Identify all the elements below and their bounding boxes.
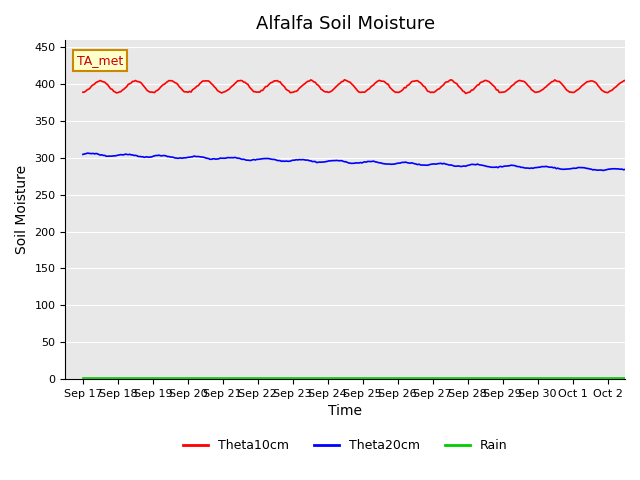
Rain xyxy=(561,376,569,382)
Text: TA_met: TA_met xyxy=(77,54,123,67)
Theta10cm xyxy=(639,90,640,96)
Theta10cm xyxy=(98,78,106,84)
Rain xyxy=(639,376,640,382)
Theta20cm xyxy=(83,150,91,156)
Theta20cm xyxy=(628,168,636,174)
Theta20cm xyxy=(79,152,87,157)
Theta10cm xyxy=(481,78,488,84)
Theta20cm xyxy=(637,168,640,174)
Theta10cm xyxy=(340,77,348,83)
Rain xyxy=(367,376,374,382)
Line: Theta10cm: Theta10cm xyxy=(83,80,640,94)
Theta10cm xyxy=(462,91,470,96)
Theta10cm xyxy=(116,89,124,95)
Line: Theta20cm: Theta20cm xyxy=(83,153,640,171)
Theta10cm xyxy=(79,89,87,95)
Theta20cm xyxy=(369,158,376,164)
Rain xyxy=(79,376,87,382)
X-axis label: Time: Time xyxy=(328,404,362,418)
Title: Alfalfa Soil Moisture: Alfalfa Soil Moisture xyxy=(255,15,435,33)
Theta10cm xyxy=(369,83,376,89)
Legend: Theta10cm, Theta20cm, Rain: Theta10cm, Theta20cm, Rain xyxy=(178,434,513,457)
Theta20cm xyxy=(639,167,640,173)
Theta20cm xyxy=(563,166,570,172)
Theta10cm xyxy=(564,88,572,94)
Y-axis label: Soil Moisture: Soil Moisture xyxy=(15,165,29,254)
Rain xyxy=(634,376,640,382)
Rain xyxy=(478,376,486,382)
Theta20cm xyxy=(479,163,487,168)
Rain xyxy=(98,376,106,382)
Theta10cm xyxy=(637,90,640,96)
Theta20cm xyxy=(117,152,125,157)
Rain xyxy=(116,376,124,382)
Theta20cm xyxy=(99,153,107,158)
